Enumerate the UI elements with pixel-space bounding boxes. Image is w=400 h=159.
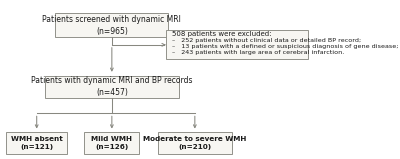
Text: Patients screened with dynamic MRI
(n=965): Patients screened with dynamic MRI (n=96… [42, 15, 181, 35]
FancyBboxPatch shape [6, 132, 67, 154]
Text: Mild WMH
(n=126): Mild WMH (n=126) [91, 136, 132, 150]
Text: WMH absent
(n=121): WMH absent (n=121) [11, 136, 62, 150]
FancyBboxPatch shape [56, 13, 168, 37]
Text: 508 patients were excluded:: 508 patients were excluded: [172, 31, 271, 37]
Text: Moderate to severe WMH
(n=210): Moderate to severe WMH (n=210) [143, 136, 246, 150]
FancyBboxPatch shape [158, 132, 232, 154]
FancyBboxPatch shape [44, 76, 179, 98]
Text: –   13 patients with a defined or suspicious diagnosis of gene disease;: – 13 patients with a defined or suspicio… [172, 44, 398, 48]
Text: –   252 patients without clinical data or detailed BP record;: – 252 patients without clinical data or … [172, 38, 361, 43]
FancyBboxPatch shape [166, 30, 308, 59]
Text: –   243 patients with large area of cerebral infarction.: – 243 patients with large area of cerebr… [172, 49, 344, 55]
Text: Patients with dynamic MRI and BP records
(n=457): Patients with dynamic MRI and BP records… [31, 76, 193, 97]
FancyBboxPatch shape [84, 132, 139, 154]
